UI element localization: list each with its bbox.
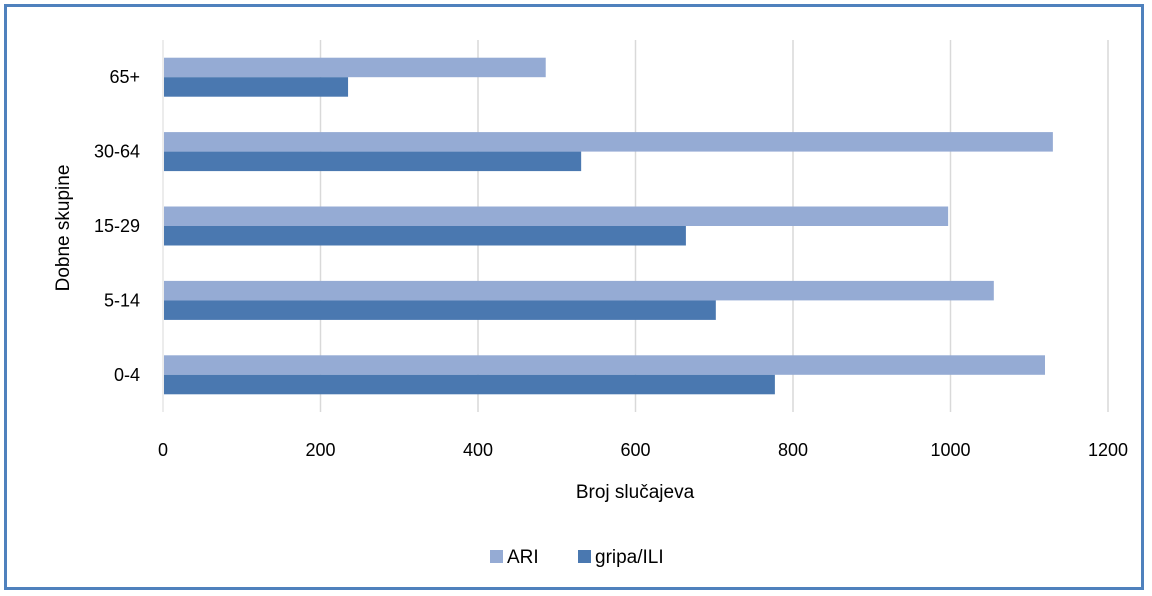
x-tick-label: 800 xyxy=(778,440,808,460)
y-axis-ticks: 0-4 5-14 15-29 30-64 65+ xyxy=(94,67,140,385)
bar-ari-30-64 xyxy=(164,132,1053,152)
legend-label: ARI xyxy=(507,547,539,568)
bar-ari-15-29 xyxy=(164,206,949,226)
legend-label: gripa/ILI xyxy=(595,547,664,568)
x-tick-label: 400 xyxy=(463,440,493,460)
legend: ARI gripa/ILI xyxy=(490,547,664,568)
x-tick-label: 200 xyxy=(305,440,335,460)
y-tick-label: 65+ xyxy=(109,67,140,87)
bars xyxy=(164,57,1053,395)
x-tick-label: 1200 xyxy=(1088,440,1128,460)
bar-gripa-ili-65+ xyxy=(164,77,349,97)
y-tick-label: 15-29 xyxy=(94,216,140,236)
gridlines xyxy=(319,40,1109,412)
bar-gripa-ili-15-29 xyxy=(164,226,686,246)
bar-ari-5-14 xyxy=(164,280,994,301)
x-axis-title: Broj slučajeva xyxy=(576,482,695,503)
x-tick-label: 1000 xyxy=(930,440,970,460)
x-tick-label: 0 xyxy=(158,440,168,460)
y-tick-label: 5-14 xyxy=(104,290,140,310)
legend-swatch xyxy=(578,550,591,563)
bar-ari-65+ xyxy=(164,57,546,78)
bar-gripa-ili-0-4 xyxy=(164,374,775,395)
bar-gripa-ili-30-64 xyxy=(164,151,582,172)
y-tick-label: 0-4 xyxy=(114,365,140,385)
x-tick-label: 600 xyxy=(620,440,650,460)
x-axis-ticks: 0 200 400 600 800 1000 1200 xyxy=(158,440,1128,460)
bar-gripa-ili-5-14 xyxy=(164,300,716,320)
y-tick-label: 30-64 xyxy=(94,142,140,162)
y-axis-title: Dobne skupine xyxy=(53,165,74,292)
legend-swatch xyxy=(490,550,503,563)
bar-ari-0-4 xyxy=(164,355,1045,375)
